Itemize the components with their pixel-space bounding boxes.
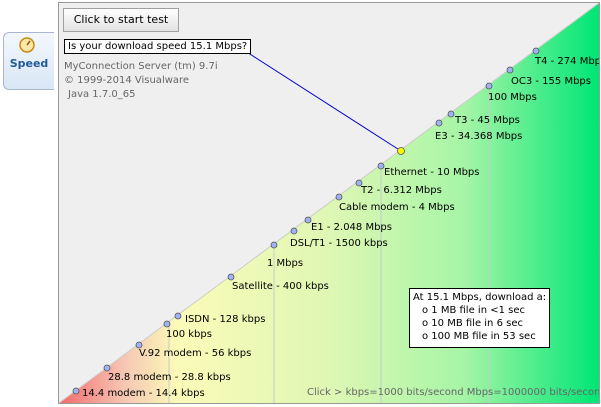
marker-100k bbox=[163, 320, 171, 328]
marker-15m bbox=[397, 147, 405, 155]
label-100kbps: 100 kbps bbox=[166, 329, 212, 340]
marker-1500k bbox=[290, 227, 298, 235]
label-cable-modem: Cable modem - 4 Mbps bbox=[339, 202, 455, 213]
speed-tab[interactable]: Speed bbox=[3, 32, 54, 90]
grid-lines bbox=[168, 83, 490, 403]
java-version: Java 1.7.0_65 bbox=[68, 89, 136, 100]
download-10mb: o 10 MB file in 6 sec bbox=[422, 318, 523, 329]
marker-45m bbox=[447, 110, 455, 118]
gauge-icon bbox=[19, 37, 35, 53]
label-1mbps: 1 Mbps bbox=[267, 258, 304, 269]
label-isdn: ISDN - 128 kbps bbox=[185, 314, 266, 325]
marker-1m bbox=[270, 241, 278, 249]
speed-question: Is your download speed 15.1 Mbps? bbox=[64, 39, 252, 54]
speed-tab-label: Speed bbox=[9, 57, 49, 70]
marker-400k bbox=[227, 273, 235, 281]
server-name: MyConnection Server (tm) 9.7i bbox=[64, 61, 218, 72]
download-times-box: At 15.1 Mbps, download a: o 1 MB file in… bbox=[409, 288, 550, 348]
marker-4m bbox=[335, 193, 343, 201]
label-28-8: 28.8 modem - 28.8 kbps bbox=[108, 372, 231, 383]
marker-128k bbox=[174, 312, 182, 320]
units-footer: Click > kbps=1000 bits/second Mbps=10000… bbox=[307, 387, 600, 398]
label-dsl-t1: DSL/T1 - 1500 kbps bbox=[290, 238, 388, 249]
download-1mb: o 1 MB file in <1 sec bbox=[422, 305, 525, 316]
marker-10m bbox=[377, 162, 385, 170]
download-box-title: At 15.1 Mbps, download a: bbox=[413, 292, 547, 303]
label-oc3: OC3 - 155 Mbps bbox=[511, 76, 591, 87]
marker-14-4 bbox=[72, 387, 80, 395]
marker-56k bbox=[135, 341, 143, 349]
label-satellite: Satellite - 400 kbps bbox=[232, 281, 329, 292]
label-100mbps: 100 Mbps bbox=[488, 92, 537, 103]
label-ethernet: Ethernet - 10 Mbps bbox=[384, 167, 480, 178]
label-v92: V.92 modem - 56 kbps bbox=[139, 348, 252, 359]
start-test-button[interactable]: Click to start test bbox=[63, 8, 179, 32]
marker-100m bbox=[485, 82, 493, 90]
marker-274m bbox=[532, 47, 540, 55]
marker-155m bbox=[506, 66, 514, 74]
label-t4: T4 - 274 Mbps bbox=[535, 56, 600, 67]
speed-test-panel: Click to start test Is your download spe… bbox=[58, 2, 600, 404]
label-14-4: 14.4 modem - 14.4 kbps bbox=[82, 388, 205, 399]
label-t2: T2 - 6.312 Mbps bbox=[361, 185, 442, 196]
marker-6m bbox=[355, 179, 363, 187]
label-t3: T3 - 45 Mbps bbox=[455, 115, 520, 126]
marker-2m bbox=[304, 216, 312, 224]
pointer-line bbox=[241, 48, 402, 152]
marker-34m bbox=[435, 119, 443, 127]
label-e1: E1 - 2.048 Mbps bbox=[311, 222, 392, 233]
speed-markers bbox=[72, 47, 540, 395]
label-e3: E3 - 34.368 Mbps bbox=[435, 131, 523, 142]
download-100mb: o 100 MB file in 53 sec bbox=[422, 331, 536, 342]
marker-28-8 bbox=[103, 364, 111, 372]
copyright: © 1999-2014 Visualware bbox=[64, 75, 190, 86]
